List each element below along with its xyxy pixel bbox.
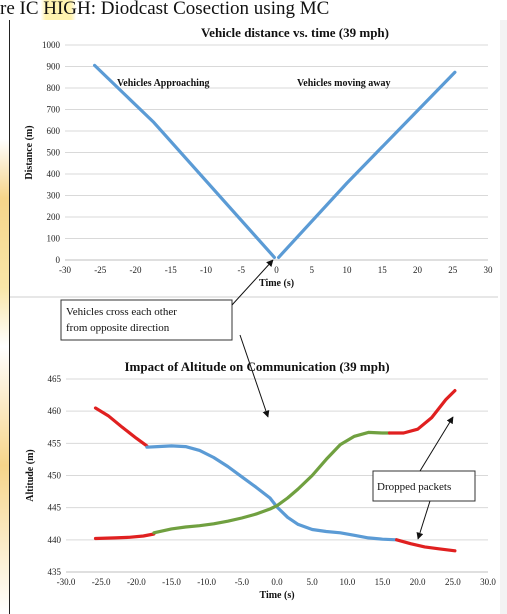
chart1-x-tick-label-5: 5 (310, 265, 315, 275)
cross-callout-line-1: Vehicles cross each other (66, 306, 177, 318)
chart1-x-tick-label--20: -20 (130, 265, 142, 275)
annotation-approaching: Vehicles Approaching (117, 78, 210, 89)
chart2-y-axis-label: Altitude (m) (25, 449, 36, 502)
chart1-x-tick-label--10: -10 (200, 265, 212, 275)
chart1-x-tick-label-30: 30 (484, 265, 494, 275)
chart1-x-tick-label--5: -5 (238, 265, 246, 275)
chart1-y-tick-label-500: 500 (47, 148, 61, 158)
chart2-series-1-line (145, 444, 399, 542)
altitude-chart: 435 440 445 450 455 460 465 -30.0 -25.0 -20.0 -15.… (25, 359, 496, 601)
chart2-x-tick-label--30.0: -30.0 (57, 577, 76, 587)
chart2-x-tick-label--20.0: -20.0 (127, 577, 146, 587)
chart2-x-tick-label-10.0: 10.0 (339, 577, 355, 587)
cross-callout-box (60, 299, 233, 341)
chart2-title: Impact of Altitude on Communication (39 … (124, 359, 389, 374)
chart2-x-tick-label--10.0: -10.0 (197, 577, 216, 587)
chart1-y-tick-label-800: 800 (47, 83, 61, 93)
chart1-x-tick-label-10: 10 (343, 265, 353, 275)
chart1-y-tick-label-200: 200 (47, 212, 61, 222)
chart1-y-tick-label-900: 900 (47, 62, 61, 72)
chart1-x-tick-label-15: 15 (378, 265, 388, 275)
chart2-x-tick-label-25.0: 25.0 (445, 577, 461, 587)
chart2-x-tick-label--5.0: -5.0 (235, 577, 250, 587)
chart2-series-2-line (395, 538, 457, 553)
chart2-y-tick-label-450: 450 (48, 471, 62, 481)
dropped-arrow-up (419, 416, 454, 472)
chart2-x-tick-label-5.0: 5.0 (307, 577, 319, 587)
chart2-x-tick-label-20.0: 20.0 (410, 577, 426, 587)
right-edge-strip (500, 20, 507, 614)
chart1-y-tick-label-100: 100 (47, 234, 61, 244)
dropped-callout-text: Dropped packets (377, 481, 451, 493)
chart2-series-5-line (387, 389, 457, 435)
chart1-series-0-line (93, 63, 276, 259)
chart2-series-4-line (152, 430, 392, 535)
chart1-y-tick-label-1000: 1000 (42, 40, 61, 50)
chart2-y-tick-label-435: 435 (48, 567, 62, 577)
chart2-x-tick-label--15.0: -15.0 (162, 577, 181, 587)
chart2-x-tick-label--25.0: -25.0 (92, 577, 111, 587)
chart2-y-tick-label-445: 445 (48, 503, 62, 513)
chart2-y-tick-label-460: 460 (48, 406, 62, 416)
chart2-x-axis-label: Time (s) (259, 590, 294, 601)
chart1-y-axis-label: Distance (m) (24, 125, 35, 179)
chart1-title: Vehicle distance vs. time (39 mph) (201, 25, 389, 40)
left-highlight-strip (0, 20, 9, 614)
chart1-y-tick-label-700: 700 (47, 105, 61, 115)
chart1-series-1-line (277, 70, 457, 259)
chart2-series-0-line (93, 406, 149, 448)
chart2-x-tick-label-15.0: 15.0 (375, 577, 391, 587)
chart1-x-axis-label: Time (s) (259, 278, 294, 289)
chart2-x-tick-label-0.0: 0.0 (271, 577, 283, 587)
chart1-x-tick-label--30: -30 (59, 265, 71, 275)
chart1-x-tick-label-0: 0 (274, 265, 279, 275)
chart1-x-tick-label-20: 20 (413, 265, 423, 275)
chart1-x-tick-label-25: 25 (448, 265, 458, 275)
chart1-y-tick-label-300: 300 (47, 191, 61, 201)
dropped-callout-box (372, 470, 476, 502)
chart2-y-tick-label-440: 440 (48, 535, 62, 545)
chart2-x-tick-label-30.0: 30.0 (480, 577, 496, 587)
cross-callout-line-2: from opposite direction (66, 322, 170, 334)
cross-arrow-up (231, 259, 274, 306)
annotation-moving-away: Vehicles moving away (297, 78, 391, 89)
chart2-y-tick-label-465: 465 (48, 374, 62, 384)
dropped-arrow-down (416, 500, 431, 540)
chart1-y-tick-label-0: 0 (56, 255, 61, 265)
caption-text: re IC HIGH: Diodcast Cosection using MC (0, 0, 507, 20)
chart2-y-tick-label-455: 455 (48, 438, 62, 448)
chart1-x-tick-label--15: -15 (165, 265, 177, 275)
chart1-y-tick-label-400: 400 (47, 169, 61, 179)
chart1-y-tick-label-600: 600 (47, 126, 61, 136)
chart1-x-tick-label--25: -25 (94, 265, 106, 275)
chart2-series-3-line (93, 532, 156, 541)
cross-arrow-down (239, 334, 270, 418)
